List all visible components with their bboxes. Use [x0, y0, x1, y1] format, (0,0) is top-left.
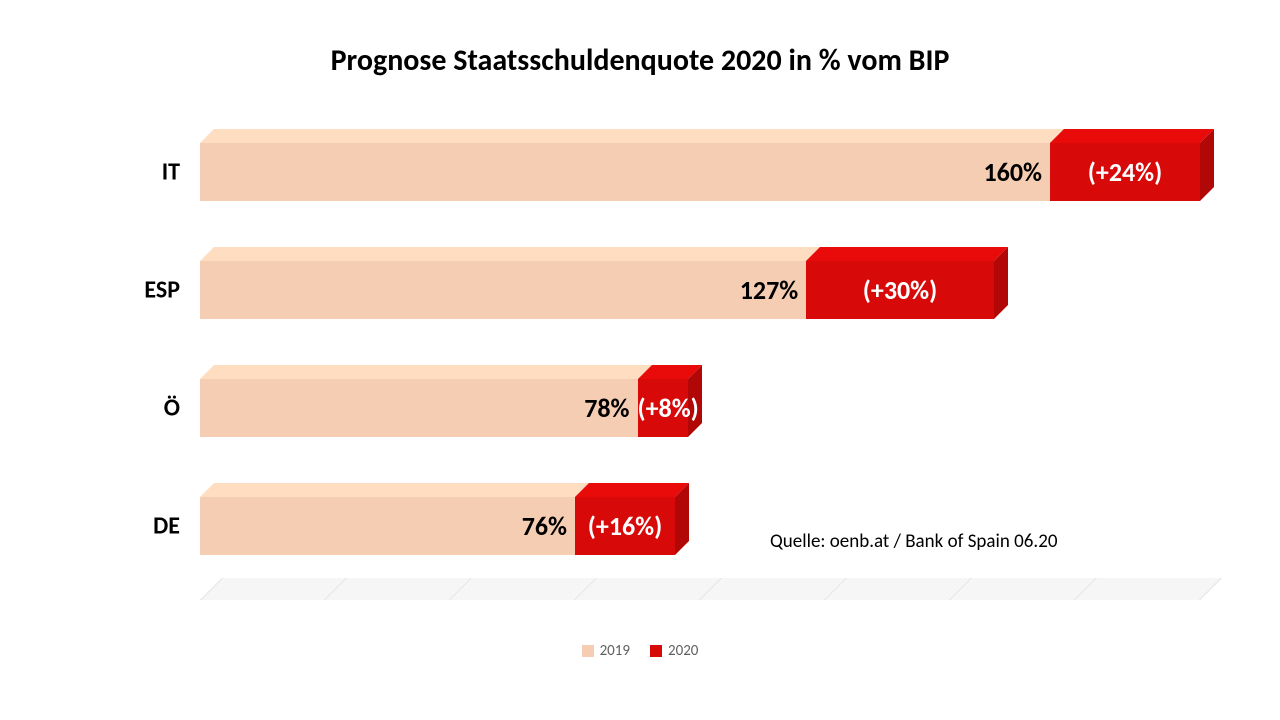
y-axis-label-DE: DE — [110, 512, 180, 541]
y-axis-label-ESP: ESP — [110, 276, 180, 305]
y-axis-label-O: Ö — [110, 394, 180, 423]
legend-item-2020: 2020 — [650, 642, 698, 660]
plot-area: IT160%(+24%)ESP127%(+30%)Ö78%(+8%)DE76%(… — [200, 100, 1200, 600]
x-axis-floor — [200, 578, 1200, 600]
value-delta-ESP: (+30%) — [806, 274, 994, 306]
chart-title: Prognose Staatsschuldenquote 2020 in % v… — [0, 42, 1280, 79]
y-axis-label-IT: IT — [110, 158, 180, 187]
value-total-DE: 76% — [487, 510, 567, 542]
value-delta-O: (+8%) — [638, 392, 688, 424]
bar-2019-ESP — [200, 261, 806, 319]
bar-2019-IT — [200, 143, 1050, 201]
legend-label-2019: 2019 — [600, 642, 630, 660]
bar-row-O: Ö78%(+8%) — [200, 379, 1200, 437]
legend-item-2019: 2019 — [582, 642, 630, 660]
value-total-O: 78% — [550, 392, 630, 424]
bar-row-ESP: ESP127%(+30%) — [200, 261, 1200, 319]
chart-stage: Prognose Staatsschuldenquote 2020 in % v… — [0, 0, 1280, 720]
legend-label-2020: 2020 — [668, 642, 698, 660]
value-delta-DE: (+16%) — [575, 510, 675, 542]
source-caption: Quelle: oenb.at / Bank of Spain 06.20 — [770, 530, 1057, 553]
bar-row-IT: IT160%(+24%) — [200, 143, 1200, 201]
value-delta-IT: (+24%) — [1050, 156, 1200, 188]
legend: 2019 2020 — [0, 642, 1280, 662]
legend-swatch-2020 — [650, 645, 662, 657]
value-total-IT: 160% — [962, 156, 1042, 188]
legend-swatch-2019 — [582, 645, 594, 657]
value-total-ESP: 127% — [718, 274, 798, 306]
